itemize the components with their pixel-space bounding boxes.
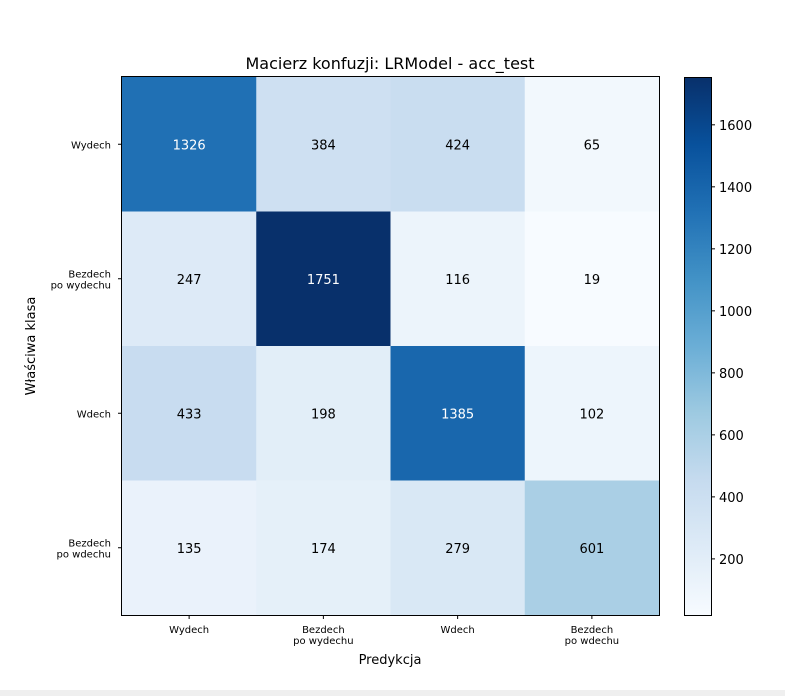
y-tick-label: Bezdech po wydechu bbox=[51, 269, 111, 291]
heatmap-cell bbox=[524, 480, 660, 616]
cell-value-label: 279 bbox=[445, 542, 470, 557]
heatmap-cell bbox=[390, 211, 526, 347]
heatmap-cell bbox=[256, 346, 392, 482]
cell-value-label: 135 bbox=[177, 542, 202, 557]
cell-value-label: 116 bbox=[445, 273, 470, 288]
colorbar-tick-label: 600 bbox=[719, 429, 744, 444]
y-tick-label: Wdech bbox=[77, 409, 111, 420]
cell-value-label: 65 bbox=[584, 138, 601, 153]
heatmap-cell bbox=[256, 480, 392, 616]
colorbar-ticks: 200 400 600 800 1000 1200 1400 1600 bbox=[711, 119, 752, 568]
y-tick-label: Bezdech po wdechu bbox=[57, 538, 112, 560]
x-tick-label: Bezdech po wdechu bbox=[565, 625, 620, 647]
colorbar-tick-label: 1200 bbox=[719, 243, 752, 258]
plot-frame bbox=[121, 76, 660, 616]
colorbar bbox=[684, 77, 712, 616]
cell-value-label: 601 bbox=[579, 542, 604, 557]
colorbar-tick-label: 400 bbox=[719, 491, 744, 506]
heatmap-cell bbox=[524, 346, 660, 482]
heatmap-cell bbox=[122, 346, 257, 482]
x-axis-ticks: Wydech Bezdech po wydechu Wdech Bezdech po wd… bbox=[169, 615, 619, 647]
x-axis-label: Predykcja bbox=[359, 653, 422, 668]
cell-value-label: 247 bbox=[177, 273, 202, 288]
heatmap-cell bbox=[122, 77, 257, 213]
heatmap-cell bbox=[524, 211, 660, 347]
cell-value-label: 174 bbox=[311, 542, 336, 557]
cell-value-label: 424 bbox=[445, 138, 470, 153]
window-bottom-strip bbox=[0, 690, 785, 696]
heatmap-cell bbox=[390, 480, 526, 616]
cell-value-label: 198 bbox=[311, 407, 336, 422]
cell-value-label: 433 bbox=[177, 407, 202, 422]
colorbar-tick-label: 200 bbox=[719, 553, 744, 568]
heatmap-cell bbox=[390, 77, 526, 213]
x-tick-label: Wydech bbox=[169, 625, 209, 636]
y-axis-ticks: Wydech Bezdech po wydechu Wdech Bezdech po wd… bbox=[51, 140, 122, 560]
heatmap-cell bbox=[390, 346, 526, 482]
cell-value-label: 1385 bbox=[441, 407, 474, 422]
colorbar-tick-label: 1400 bbox=[719, 181, 752, 196]
x-tick-label: Bezdech po wydechu bbox=[293, 625, 353, 647]
heatmap-cell bbox=[256, 77, 392, 213]
y-axis-label: Właściwa klasa bbox=[24, 297, 39, 396]
heatmap-cell bbox=[122, 480, 257, 616]
heatmap-cell bbox=[524, 77, 660, 213]
cell-value-label: 102 bbox=[579, 407, 604, 422]
y-tick-label: Wydech bbox=[71, 140, 111, 151]
cell-value-label: 1751 bbox=[307, 273, 340, 288]
heatmap-cell bbox=[256, 211, 392, 347]
cell-value-label: 1326 bbox=[173, 138, 206, 153]
cell-value-labels: 1326 384 424 65 247 1751 116 19 433 198 1385 102 135… bbox=[173, 138, 605, 557]
cell-value-label: 384 bbox=[311, 138, 336, 153]
heatmap-cell bbox=[122, 211, 257, 347]
colorbar-tick-label: 1600 bbox=[719, 119, 752, 134]
colorbar-tick-label: 1000 bbox=[719, 305, 752, 320]
heatmap-cells bbox=[122, 77, 660, 616]
colorbar-tick-label: 800 bbox=[719, 367, 744, 382]
cell-value-label: 19 bbox=[584, 273, 601, 288]
x-tick-label: Wdech bbox=[441, 625, 475, 636]
chart-title: Macierz konfuzji: LRModel - acc_test bbox=[245, 54, 534, 74]
